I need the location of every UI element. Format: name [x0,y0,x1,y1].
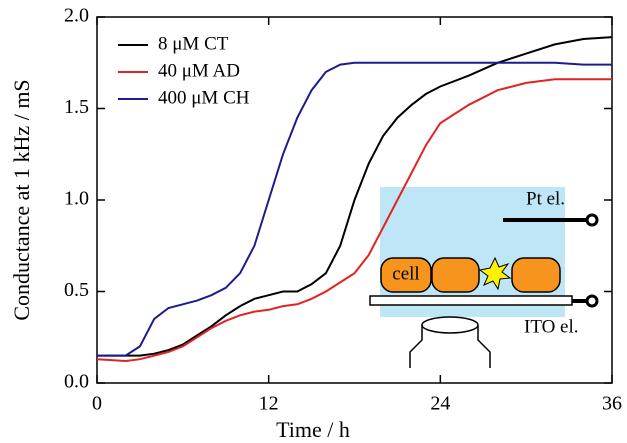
cell-shape [431,257,480,293]
detached-cell-mark [478,256,512,291]
x-tick-label: 0 [92,393,102,415]
legend-label: 400 μM CH [158,87,250,108]
ito-terminal [585,294,599,308]
series-line [96,78,612,363]
x-tick-label: 24 [430,393,450,415]
objective-lens [421,316,479,334]
cell-shape [380,257,432,293]
cell-shape [511,257,561,293]
series-line [97,61,612,357]
x-tick-label: 36 [602,393,622,415]
ito-plate [369,295,573,306]
legend-label: 8 μM CT [158,33,229,54]
objective-body [409,325,491,368]
ito-label: ITO el. [524,316,579,337]
cell-label: cell [392,263,419,284]
y-tick-label: 1.5 [64,96,89,118]
y-axis-label: Conductance at 1 kHz / mS [9,79,34,320]
y-tick-label: 2.0 [64,5,89,27]
x-tick-label: 12 [259,393,279,415]
pt-label: Pt el. [526,188,565,209]
pt-terminal [585,213,599,227]
series-line [97,36,613,357]
y-tick-label: 0.5 [64,279,89,301]
x-axis-label: Time / h [276,417,350,442]
legend-label: 40 μM AD [158,60,240,81]
y-tick-label: 1.0 [64,188,89,210]
inset: Pt el. cell ITO el. [369,187,599,368]
y-tick-label: 0.0 [64,371,89,393]
